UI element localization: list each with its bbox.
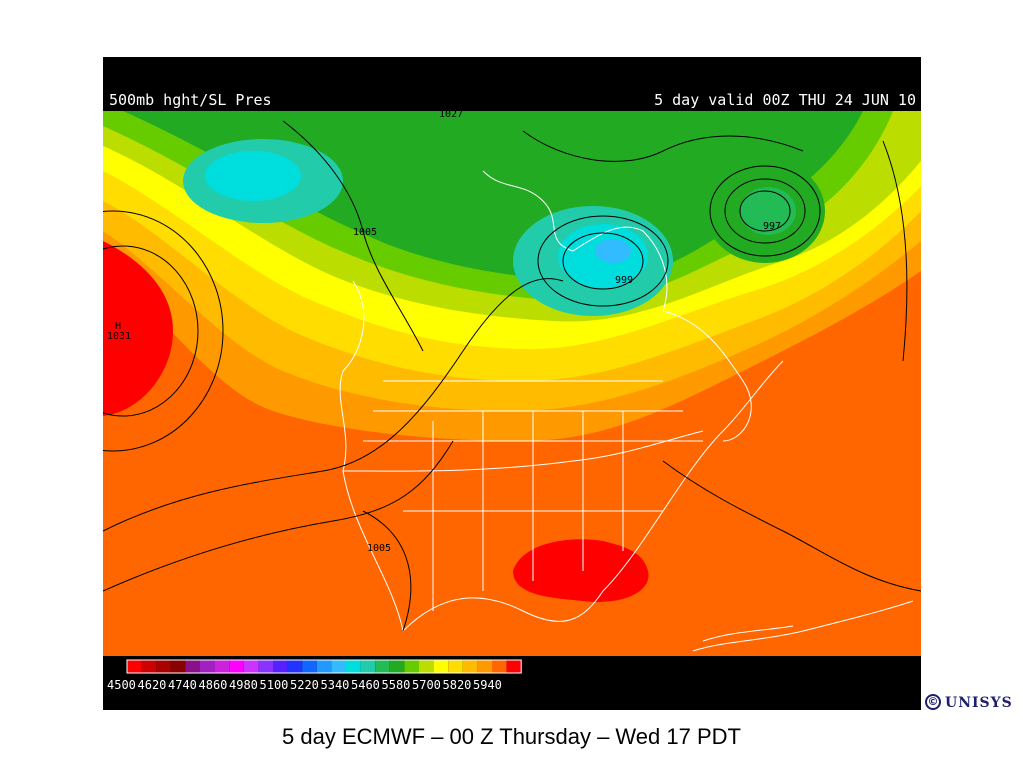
- pressure-label-999: 999: [615, 275, 633, 286]
- fill-5940-us: [513, 539, 649, 602]
- pressure-label-1027: 1027: [439, 111, 463, 120]
- pressure-label-1005-north: 1005: [353, 227, 377, 238]
- color-swatch: [156, 660, 171, 673]
- color-swatch: [404, 660, 419, 673]
- color-swatch: [448, 660, 463, 673]
- pressure-label-1005-south: 1005: [367, 543, 391, 554]
- color-swatch: [229, 660, 244, 673]
- pressure-label-997: 997: [763, 221, 781, 232]
- color-swatch: [389, 660, 405, 673]
- color-swatch: [346, 660, 361, 673]
- color-scale-labels: 4500 4620 4740 4860 4980 5100 5220 5340 5460 5580…: [107, 678, 502, 692]
- color-swatch: [302, 660, 317, 673]
- color-swatch: [477, 660, 492, 673]
- high-pressure-value: 1031: [107, 331, 131, 342]
- color-scale-label: 5220: [290, 678, 319, 692]
- color-swatch: [492, 660, 507, 673]
- land-outlines: [339, 170, 914, 652]
- color-swatch: [360, 660, 376, 673]
- fill-5940-pacific: [103, 241, 173, 416]
- color-swatch: [170, 660, 186, 673]
- color-swatch: [243, 660, 259, 673]
- map-frame: 500mb hght/SL Pres 5 day valid 00Z THU 2…: [103, 57, 1021, 715]
- fill-5280-east: [595, 239, 631, 263]
- unisys-logo: © UNISYS: [923, 693, 1021, 715]
- color-scale-label: 5340: [321, 678, 350, 692]
- color-swatch: [419, 660, 434, 673]
- color-swatch: [462, 660, 478, 673]
- color-scale-label: 5100: [260, 678, 289, 692]
- color-scale-label: 4860: [199, 678, 228, 692]
- color-swatch: [214, 660, 230, 673]
- color-scale-label: 5940: [473, 678, 502, 692]
- valid-time-label: 5 day valid 00Z THU 24 JUN 10: [654, 91, 916, 109]
- map-title: 500mb hght/SL Pres: [109, 91, 272, 109]
- height-pressure-map: H 1031 1027 1005 999 997 1005: [103, 111, 921, 656]
- color-swatch: [200, 660, 215, 673]
- color-swatch: [433, 660, 449, 673]
- color-swatch: [375, 660, 390, 673]
- high-pressure-letter: H: [115, 321, 121, 332]
- color-swatch: [273, 660, 288, 673]
- color-scale-legend: 4500 4620 4740 4860 4980 5100 5220 5340 5460 5580…: [107, 659, 522, 692]
- fill-5340-west: [205, 151, 301, 201]
- color-swatch: [141, 660, 157, 673]
- color-swatch: [127, 660, 142, 673]
- color-swatch: [287, 660, 303, 673]
- color-scale-border: [126, 659, 522, 674]
- copyright-icon: ©: [925, 694, 941, 710]
- color-swatch: [316, 660, 332, 673]
- color-scale-label: 5580: [382, 678, 411, 692]
- slide-caption: 5 day ECMWF – 00 Z Thursday – Wed 17 PDT: [282, 724, 741, 749]
- color-swatch: [331, 660, 346, 673]
- pressure-contours: [103, 120, 921, 632]
- color-scale-label: 4740: [168, 678, 197, 692]
- color-scale-label: 4500: [107, 678, 136, 692]
- color-scale-label: 5820: [443, 678, 472, 692]
- color-scale-label: 5460: [351, 678, 380, 692]
- color-swatch: [506, 660, 522, 673]
- color-swatch: [185, 660, 200, 673]
- logo-text: UNISYS: [945, 695, 1013, 711]
- color-scale-label: 4620: [138, 678, 167, 692]
- color-scale-swatches: [126, 659, 522, 674]
- color-scale-label: 4980: [229, 678, 258, 692]
- fill-atlantic-low-inner: [740, 187, 796, 235]
- color-scale-label: 5700: [412, 678, 441, 692]
- color-swatch: [258, 660, 273, 673]
